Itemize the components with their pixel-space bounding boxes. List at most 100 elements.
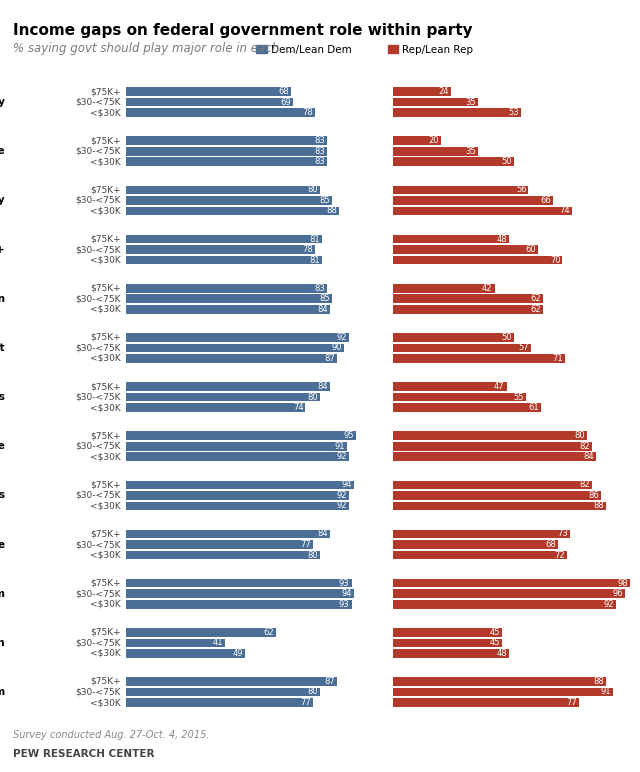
Bar	[393, 589, 625, 598]
Text: $75K+: $75K+	[91, 432, 121, 440]
Legend: Dem/Lean Dem, Rep/Lean Rep: Dem/Lean Dem, Rep/Lean Rep	[256, 45, 474, 55]
Text: $75K+: $75K+	[91, 185, 121, 195]
Text: $30-<75K: $30-<75K	[76, 392, 121, 401]
Text: Survey conducted Aug. 27-Oct. 4, 2015.: Survey conducted Aug. 27-Oct. 4, 2015.	[13, 730, 209, 740]
Text: 86: 86	[589, 491, 599, 499]
Text: 84: 84	[317, 530, 328, 539]
Text: 47: 47	[494, 382, 505, 391]
Bar	[393, 185, 529, 195]
Bar	[126, 649, 245, 658]
Text: 20: 20	[429, 136, 439, 145]
Text: 92: 92	[337, 491, 347, 499]
Text: Keeping country safe from terrorism: Keeping country safe from terrorism	[0, 589, 5, 598]
Text: 83: 83	[315, 147, 325, 156]
Bar	[393, 442, 591, 451]
Text: 57: 57	[518, 344, 529, 352]
Bar	[126, 442, 347, 451]
Bar	[393, 579, 630, 587]
Text: Ensuring basic income for 65+: Ensuring basic income for 65+	[0, 245, 5, 255]
Text: 61: 61	[528, 403, 539, 412]
Text: 85: 85	[319, 196, 330, 205]
Bar	[393, 207, 572, 215]
Text: <$30K: <$30K	[90, 256, 121, 265]
Text: 85: 85	[319, 294, 330, 303]
Bar	[126, 147, 327, 156]
Text: Income gaps on federal government role within party: Income gaps on federal government role w…	[13, 23, 472, 38]
Text: PEW RESEARCH CENTER: PEW RESEARCH CENTER	[13, 749, 154, 759]
Text: 48: 48	[497, 648, 507, 658]
Bar	[393, 147, 477, 156]
Bar	[393, 677, 606, 686]
Text: 78: 78	[303, 108, 313, 117]
Text: 74: 74	[559, 206, 570, 215]
Bar	[126, 344, 344, 352]
Text: $75K+: $75K+	[91, 333, 121, 342]
Bar	[393, 480, 591, 489]
Text: 68: 68	[545, 540, 556, 549]
Text: 91: 91	[601, 688, 611, 696]
Text: 74: 74	[293, 403, 303, 412]
Text: <$30K: <$30K	[90, 354, 121, 363]
Text: $30-<75K: $30-<75K	[76, 147, 121, 156]
Text: <$30K: <$30K	[90, 698, 121, 707]
Bar	[393, 294, 543, 303]
Bar	[126, 688, 320, 696]
Text: 66: 66	[540, 196, 551, 205]
Bar	[126, 403, 305, 412]
Text: 78: 78	[303, 245, 313, 254]
Text: $30-<75K: $30-<75K	[76, 97, 121, 107]
Text: 87: 87	[324, 677, 335, 686]
Bar	[126, 137, 327, 145]
Bar	[393, 256, 563, 265]
Text: Managing immigration system: Managing immigration system	[0, 687, 5, 697]
Bar	[126, 530, 330, 538]
Text: 77: 77	[300, 540, 311, 549]
Bar	[393, 382, 507, 391]
Bar	[393, 137, 441, 145]
Text: $30-<75K: $30-<75K	[76, 344, 121, 352]
Bar	[393, 196, 553, 205]
Bar	[126, 628, 276, 637]
Text: 35: 35	[465, 97, 476, 107]
Text: 62: 62	[531, 305, 541, 313]
Text: 83: 83	[315, 136, 325, 145]
Bar	[126, 305, 330, 313]
Text: % saying govt should play major role in each ...: % saying govt should play major role in …	[13, 42, 294, 56]
Bar	[126, 157, 327, 166]
Text: 60: 60	[525, 245, 536, 254]
Bar	[126, 698, 313, 707]
Text: 48: 48	[497, 235, 507, 243]
Bar	[126, 600, 351, 608]
Text: 83: 83	[315, 283, 325, 293]
Text: $75K+: $75K+	[91, 87, 121, 96]
Bar	[393, 452, 596, 461]
Text: 80: 80	[307, 185, 318, 195]
Text: 71: 71	[552, 354, 563, 363]
Text: 77: 77	[566, 698, 577, 707]
Text: 84: 84	[584, 452, 595, 461]
Bar	[126, 108, 315, 117]
Text: <$30K: <$30K	[90, 501, 121, 510]
Text: <$30K: <$30K	[90, 600, 121, 608]
Text: 92: 92	[337, 452, 347, 461]
Text: 84: 84	[317, 305, 328, 313]
Text: $30-<75K: $30-<75K	[76, 491, 121, 499]
Text: 82: 82	[579, 442, 589, 451]
Bar	[393, 698, 579, 707]
Text: 62: 62	[264, 628, 275, 637]
Text: $30-<75K: $30-<75K	[76, 589, 121, 598]
Text: 88: 88	[593, 677, 604, 686]
Bar	[126, 550, 320, 560]
Bar	[126, 540, 313, 549]
Text: 50: 50	[502, 333, 512, 342]
Text: Strengthening the economy: Strengthening the economy	[0, 195, 5, 205]
Text: 80: 80	[307, 550, 318, 560]
Bar	[126, 677, 337, 686]
Bar	[126, 98, 293, 107]
Bar	[126, 87, 291, 96]
Bar	[393, 550, 567, 560]
Text: $30-<75K: $30-<75K	[76, 540, 121, 549]
Text: 24: 24	[438, 87, 449, 96]
Text: <$30K: <$30K	[90, 403, 121, 412]
Text: $30-<75K: $30-<75K	[76, 196, 121, 205]
